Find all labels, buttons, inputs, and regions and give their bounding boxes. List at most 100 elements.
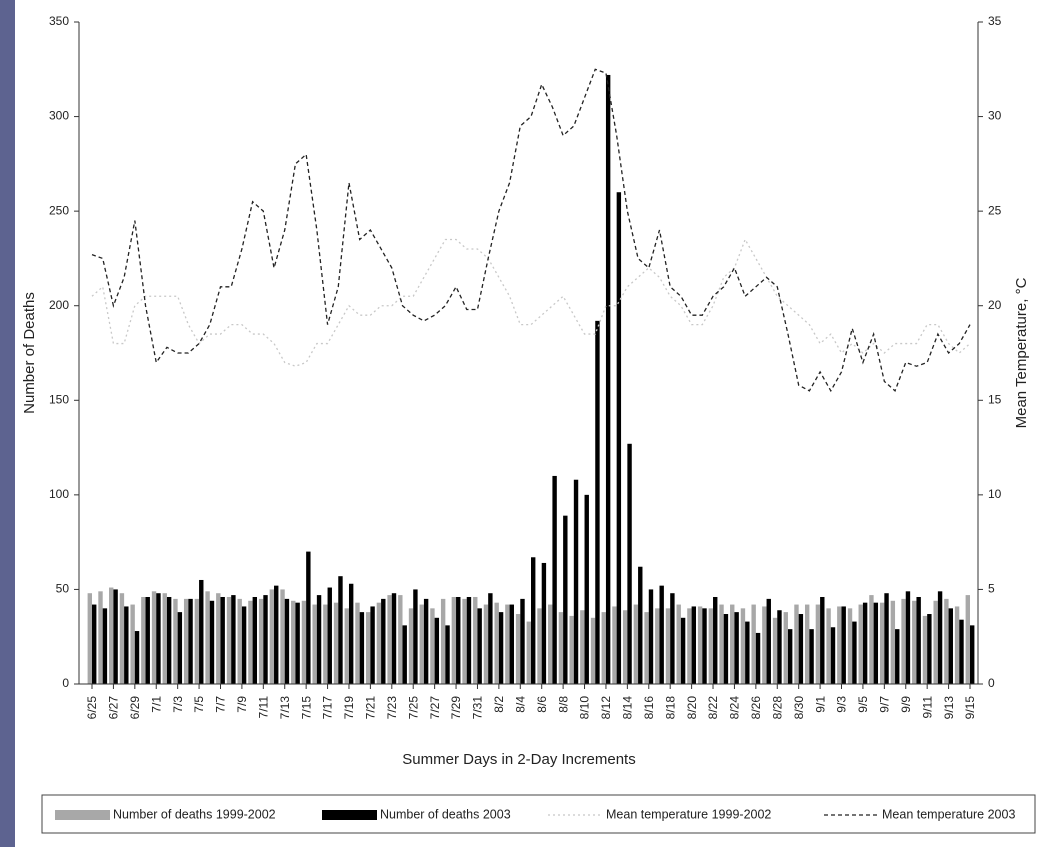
bar (338, 576, 342, 684)
bar (205, 591, 209, 684)
bar (559, 612, 563, 684)
bar (923, 616, 927, 684)
bar (863, 603, 867, 684)
bar (762, 606, 766, 684)
x-tick-label: 8/16 (642, 696, 656, 720)
x-tick-label: 7/13 (278, 696, 292, 720)
legend-label: Number of deaths 2003 (380, 807, 511, 821)
bar (563, 516, 567, 684)
panel (15, 0, 1042, 847)
x-tick-label: 7/31 (471, 696, 485, 720)
bar (510, 605, 514, 684)
x-tick-label: 8/14 (621, 696, 635, 720)
bar (527, 622, 531, 684)
bar (349, 584, 353, 684)
y-tick-label: 100 (49, 487, 69, 501)
x-axis-title: Summer Days in 2-Day Increments (402, 751, 635, 768)
bar (477, 608, 481, 684)
y2-tick-label: 0 (988, 676, 995, 690)
legend-swatch (55, 810, 110, 820)
bar (670, 593, 674, 684)
bar (98, 591, 102, 684)
bar (799, 614, 803, 684)
bar (741, 608, 745, 684)
bar (612, 606, 616, 684)
bar (392, 593, 396, 684)
bar (484, 605, 488, 684)
bar (220, 597, 224, 684)
bar (970, 625, 974, 684)
bar (874, 603, 878, 684)
x-tick-label: 7/23 (385, 696, 399, 720)
bar (595, 321, 599, 684)
bar (420, 605, 424, 684)
bar (644, 612, 648, 684)
bar (238, 599, 242, 684)
bar (698, 606, 702, 684)
x-tick-label: 8/8 (556, 696, 570, 713)
bar (156, 593, 160, 684)
bar (227, 597, 231, 684)
bar (709, 608, 713, 684)
bar (195, 599, 199, 684)
y-tick-label: 300 (49, 109, 69, 123)
bar (317, 595, 321, 684)
bar (435, 618, 439, 684)
bar (767, 599, 771, 684)
bar (253, 597, 257, 684)
bar (199, 580, 203, 684)
x-tick-label: 8/18 (663, 696, 677, 720)
bar (852, 622, 856, 684)
bar (751, 605, 755, 684)
bar (323, 605, 327, 684)
page: {"chart_data": {"type": "bar", "xlabel":… (0, 0, 1042, 847)
bar (692, 606, 696, 684)
x-tick-label: 9/7 (878, 696, 892, 713)
bar (606, 75, 610, 684)
y2-tick-label: 5 (988, 582, 995, 596)
bar (302, 601, 306, 684)
y-tick-label: 250 (49, 203, 69, 217)
x-tick-label: 8/6 (535, 696, 549, 713)
y2-tick-label: 20 (988, 298, 1002, 312)
x-tick-label: 7/1 (149, 696, 163, 713)
x-tick-label: 7/19 (342, 696, 356, 720)
bar (574, 480, 578, 684)
bar (906, 591, 910, 684)
x-tick-label: 7/15 (299, 696, 313, 720)
x-tick-label: 7/21 (364, 696, 378, 720)
bar (959, 620, 963, 684)
bar (623, 610, 627, 684)
bar (826, 608, 830, 684)
y2-tick-label: 15 (988, 392, 1002, 406)
bar (130, 605, 134, 684)
bar (248, 601, 252, 684)
bar (809, 629, 813, 684)
x-tick-label: 8/12 (599, 696, 613, 720)
y2-tick-label: 25 (988, 203, 1002, 217)
x-tick-label: 7/25 (406, 696, 420, 720)
bar (473, 597, 477, 684)
bar (516, 614, 520, 684)
bar (146, 597, 150, 684)
bar (270, 589, 274, 684)
x-tick-label: 9/15 (963, 696, 977, 720)
bar (756, 633, 760, 684)
bar (848, 608, 852, 684)
bar (452, 597, 456, 684)
bar (141, 597, 145, 684)
bar (949, 608, 953, 684)
bar (655, 608, 659, 684)
bar (734, 612, 738, 684)
legend-label: Mean temperature 1999-2002 (606, 807, 771, 821)
x-tick-label: 8/30 (792, 696, 806, 720)
bar (291, 601, 295, 684)
bar (777, 610, 781, 684)
bar (869, 595, 873, 684)
bar (880, 603, 884, 684)
bar (569, 616, 573, 684)
bar (666, 608, 670, 684)
bar (842, 606, 846, 684)
x-tick-label: 8/10 (578, 696, 592, 720)
bar (312, 605, 316, 684)
